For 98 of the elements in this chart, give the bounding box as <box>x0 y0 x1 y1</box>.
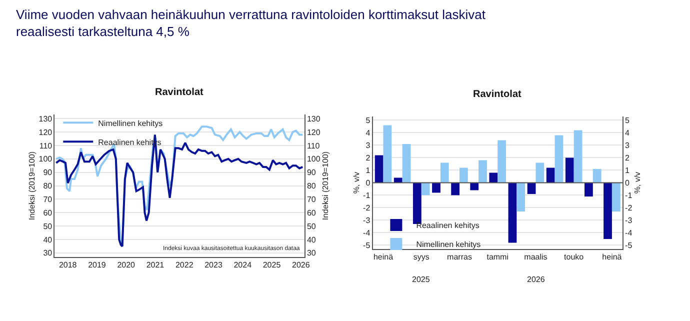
chart-title: Ravintolat <box>155 87 204 98</box>
bar <box>383 125 392 183</box>
x-tick-label: 2026 <box>292 260 310 270</box>
y2-tick-label: 2 <box>625 154 630 163</box>
y2-tick-label: 60 <box>306 208 316 218</box>
y-tick-label: 1 <box>366 166 371 176</box>
bar <box>451 182 460 196</box>
chart-title: Ravintolat <box>473 89 522 100</box>
x-tick-label: 2018 <box>58 260 78 270</box>
y-tick-label: -4 <box>363 228 371 238</box>
x-tick-label: maalis <box>524 252 548 262</box>
bar <box>489 172 498 183</box>
bar <box>402 144 411 183</box>
bar <box>498 140 506 183</box>
y-tick-label: 120 <box>38 128 53 137</box>
x-tick-label: 2020 <box>117 260 136 270</box>
bar <box>584 182 593 196</box>
y2-tick-label: 70 <box>306 194 316 204</box>
x-tick-label: syys <box>413 252 430 262</box>
y2-tick-label: 90 <box>306 168 316 178</box>
bar <box>478 160 487 183</box>
y-tick-label: 60 <box>43 208 53 218</box>
y-tick-label: -1 <box>363 191 371 200</box>
x-tick-label: heinä <box>373 252 394 262</box>
text: 2025 <box>412 275 430 284</box>
bar <box>592 168 602 183</box>
y-tick-label: -3 <box>363 216 371 226</box>
y-axis-title: %, v/v <box>352 172 361 194</box>
bar <box>565 158 574 183</box>
y2-tick-label: -2 <box>625 204 633 213</box>
bar <box>554 135 564 183</box>
bar <box>536 162 544 183</box>
bar <box>527 182 536 194</box>
y2-tick-label: 130 <box>306 114 321 124</box>
bar <box>374 155 384 183</box>
y2-tick-label: -1 <box>625 191 633 200</box>
x-tick-label: 2023 <box>204 260 223 270</box>
legend-label: Nimellinen kehitys <box>98 118 163 128</box>
y2-tick-label: -3 <box>625 216 633 226</box>
x-tick-label: 2019 <box>88 260 106 270</box>
y2-tick-label: 4 <box>625 128 630 138</box>
y2-tick-label: 40 <box>306 235 316 244</box>
y-axis-title: Indeksi (2019=100) <box>27 151 36 220</box>
y-tick-label: 90 <box>43 168 53 178</box>
bar <box>604 182 612 239</box>
y2-axis-title: %, v/v <box>632 172 642 194</box>
y-tick-label: 0 <box>366 178 371 188</box>
y-tick-label: 30 <box>43 248 53 258</box>
text: 2026 <box>527 275 546 284</box>
y-tick-label: 70 <box>43 194 53 204</box>
y-tick-label: 5 <box>366 116 371 126</box>
y2-tick-label: 80 <box>306 182 316 191</box>
bar <box>470 182 479 190</box>
y-tick-label: 110 <box>39 141 53 150</box>
bar <box>516 182 526 212</box>
y2-tick-label: 3 <box>625 141 630 150</box>
x-tick-label: touko <box>564 252 584 262</box>
y2-tick-label: -4 <box>625 228 633 238</box>
bar <box>421 182 430 196</box>
y2-tick-label: -5 <box>625 241 633 250</box>
y-tick-label: 2 <box>366 154 371 163</box>
y2-tick-label: 100 <box>306 154 321 164</box>
y2-tick-label: 0 <box>625 178 630 188</box>
bar <box>612 182 620 212</box>
x-tick-label: 2022 <box>175 260 194 270</box>
y2-tick-label: 120 <box>306 128 321 137</box>
bar <box>432 182 440 193</box>
bar <box>574 130 582 183</box>
y-tick-label: -5 <box>363 241 371 250</box>
x-tick-label: 2021 <box>146 260 165 270</box>
y-tick-label: 130 <box>38 114 53 124</box>
y-tick-label: 3 <box>366 141 371 150</box>
bar <box>546 168 555 183</box>
y2-tick-label: 30 <box>306 248 316 258</box>
text: Viime vuoden vahvaan heinäkuuhun verrattuna ravintoloiden korttimaksut laskivat reaalisesti tarkasteltuna 4,5 % <box>16 7 486 39</box>
y2-axis-title: Indeksi (2019=100) <box>320 151 330 220</box>
y2-tick-label: 110 <box>306 141 320 150</box>
y-tick-label: 100 <box>38 154 53 164</box>
bar <box>394 178 402 183</box>
x-tick-label: heinä <box>602 252 622 262</box>
y2-tick-label: 1 <box>625 166 630 176</box>
x-tick-label: tammi <box>486 252 509 262</box>
legend-label: Reaalinen kehitys <box>416 221 480 230</box>
y-tick-label: 40 <box>43 235 53 244</box>
y2-tick-label: 50 <box>306 222 316 231</box>
bar <box>440 162 449 183</box>
legend-label: Nimellinen kehitys <box>416 240 481 250</box>
x-tick-label: 2024 <box>234 260 252 270</box>
bar <box>459 168 468 183</box>
y-tick-label: 50 <box>43 222 53 231</box>
y-tick-label: 80 <box>43 182 53 191</box>
x-tick-label: 2025 <box>262 260 282 270</box>
bar <box>508 182 517 243</box>
x-tick-label: marras <box>447 252 472 262</box>
y2-tick-label: 5 <box>625 116 630 126</box>
y-tick-label: 4 <box>366 128 371 138</box>
y-tick-label: -2 <box>363 204 371 213</box>
bar <box>412 182 422 224</box>
